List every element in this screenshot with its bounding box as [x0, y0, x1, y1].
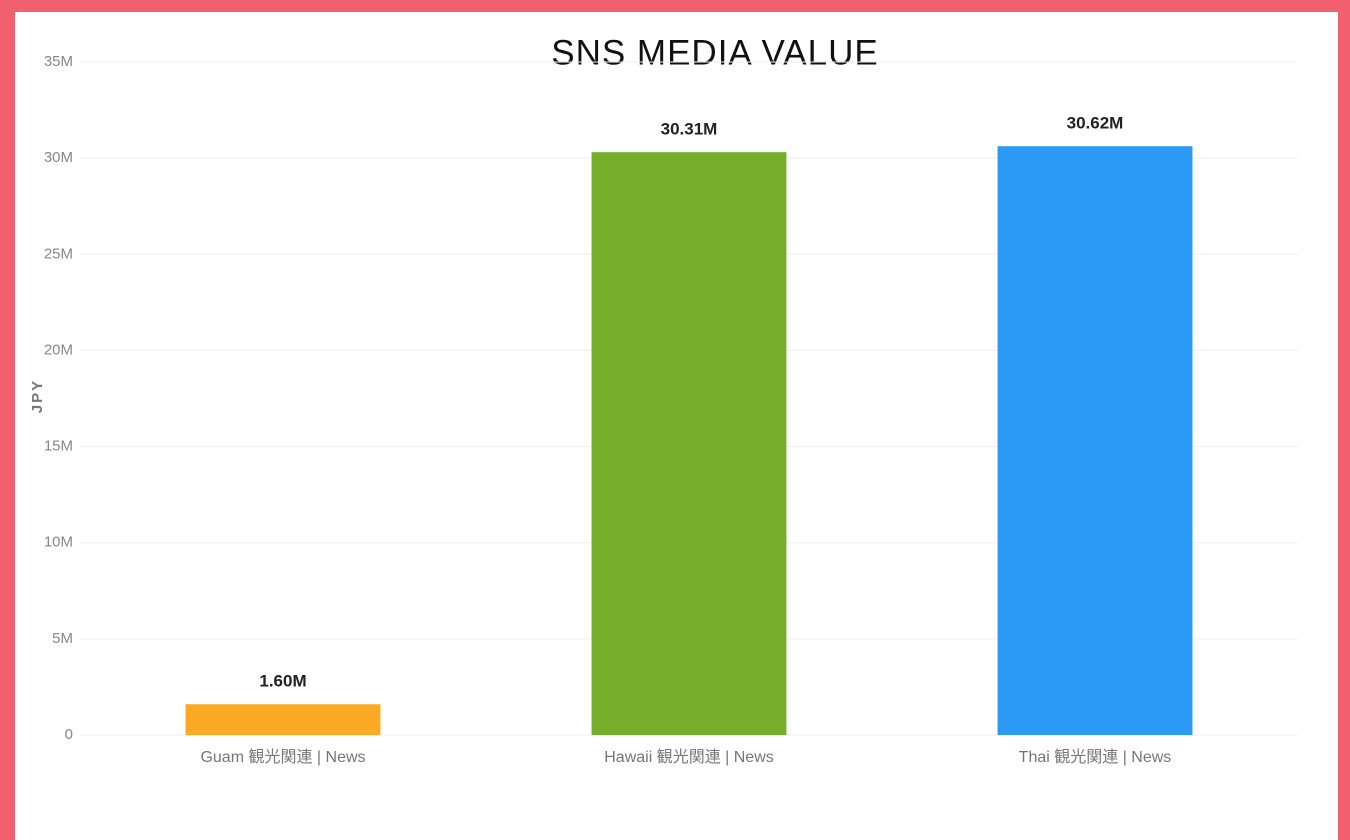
- bar: [997, 146, 1193, 736]
- value-label: 1.60M: [259, 672, 306, 691]
- y-axis-label: JPY: [29, 379, 46, 413]
- y-tick-label: 0: [65, 726, 73, 743]
- y-tick-label: 15M: [44, 438, 73, 455]
- x-tick-label: Thai 観光関連 | News: [1019, 748, 1172, 766]
- bar: [185, 704, 381, 735]
- value-label: 30.62M: [1067, 114, 1124, 133]
- y-tick-label: 20M: [44, 341, 73, 358]
- value-label: 30.31M: [661, 120, 718, 139]
- chart-title: SNS MEDIA VALUE: [551, 33, 879, 72]
- x-tick-label: Guam 観光関連 | News: [200, 748, 365, 766]
- y-tick-label: 30M: [44, 149, 73, 166]
- y-tick-label: 5M: [52, 630, 73, 647]
- y-tick-label: 25M: [44, 245, 73, 262]
- y-tick-label: 35M: [44, 53, 73, 70]
- y-tick-label: 10M: [44, 534, 73, 551]
- bar: [591, 152, 787, 735]
- x-tick-label: Hawaii 観光関連 | News: [604, 748, 774, 766]
